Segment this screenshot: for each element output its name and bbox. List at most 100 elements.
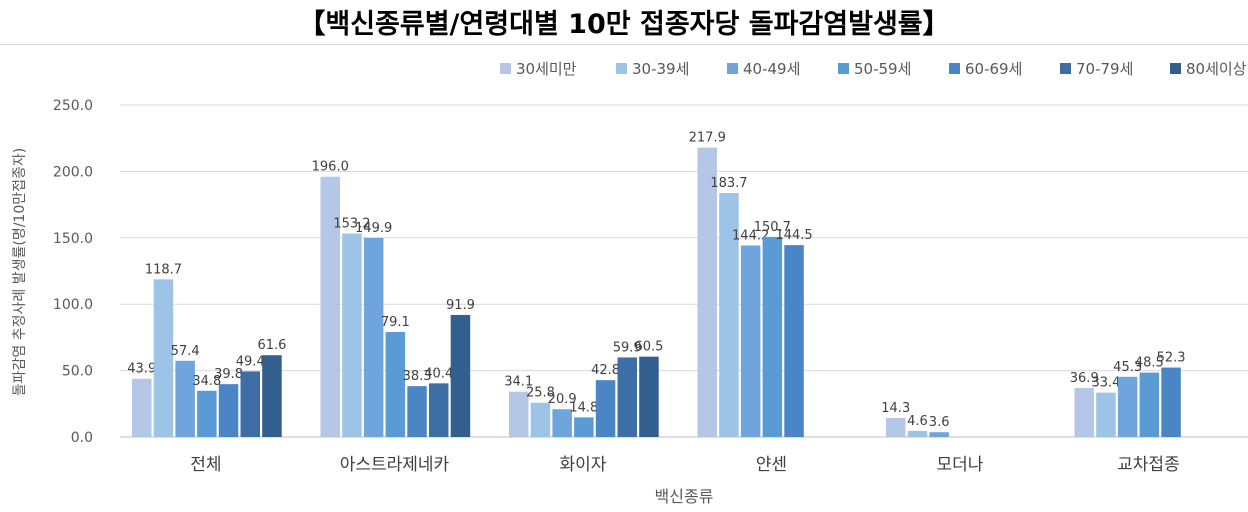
bar xyxy=(218,384,239,437)
legend-swatch xyxy=(616,63,627,74)
legend-label: 40-49세 xyxy=(743,60,800,78)
data-label: 38.3 xyxy=(403,369,432,384)
legend-label: 30-39세 xyxy=(632,60,689,78)
x-tick-label: 화이자 xyxy=(559,455,606,475)
bar xyxy=(197,390,217,437)
y-tick-label: 50.0 xyxy=(62,364,93,380)
bar xyxy=(574,417,594,437)
bar xyxy=(385,331,406,437)
bar xyxy=(639,356,659,437)
data-label: 149.9 xyxy=(355,221,392,236)
data-label: 25.8 xyxy=(526,386,555,401)
data-label: 57.4 xyxy=(171,344,200,359)
data-label: 79.1 xyxy=(381,315,410,330)
bar xyxy=(784,245,804,437)
x-axis-label: 백신종류 xyxy=(655,487,714,506)
x-tick-label: 교차접종 xyxy=(1117,455,1180,475)
data-label: 14.3 xyxy=(881,401,910,416)
legend-swatch xyxy=(949,63,960,74)
data-label: 183.7 xyxy=(710,176,747,191)
bar xyxy=(132,378,152,437)
y-tick-label: 150.0 xyxy=(53,231,93,247)
data-label: 52.3 xyxy=(1157,351,1186,366)
data-label: 144.5 xyxy=(775,228,812,243)
y-tick-label: 0.0 xyxy=(71,430,93,446)
legend-swatch xyxy=(1060,63,1071,74)
data-label: 4.6 xyxy=(907,414,928,429)
bar xyxy=(342,233,362,437)
legend-label: 70-79세 xyxy=(1076,60,1133,78)
data-label: 196.0 xyxy=(312,160,349,175)
bar xyxy=(740,245,761,437)
data-label: 34.1 xyxy=(504,375,533,390)
data-label: 118.7 xyxy=(145,262,182,277)
bar xyxy=(429,383,449,437)
data-label: 144.2 xyxy=(732,229,769,244)
bar xyxy=(407,386,427,437)
y-axis-label: 돌파감염 추정사례 발생률(명/10만접종자) xyxy=(12,148,28,396)
data-label: 42.8 xyxy=(591,363,620,378)
x-tick-label: 얀센 xyxy=(756,455,787,475)
chart-title: 【백신종류별/연령대별 10만 접종자당 돌파감염발생률】 xyxy=(298,9,950,40)
legend-swatch xyxy=(500,63,511,74)
bar xyxy=(762,236,783,437)
data-label: 48.5 xyxy=(1135,356,1164,371)
data-label: 45.3 xyxy=(1113,360,1142,375)
y-tick-label: 100.0 xyxy=(53,297,93,313)
bar xyxy=(153,279,174,437)
bar xyxy=(1074,387,1094,437)
data-label: 39.8 xyxy=(214,367,243,382)
legend-swatch xyxy=(727,63,738,74)
legend-label: 80세이상 xyxy=(1186,60,1247,78)
bar xyxy=(552,409,572,437)
bar xyxy=(320,176,340,437)
x-tick-label: 모더나 xyxy=(936,455,983,475)
data-label: 59.9 xyxy=(613,340,642,355)
data-label: 14.8 xyxy=(569,400,598,415)
bar xyxy=(719,193,739,437)
y-tick-label: 200.0 xyxy=(53,164,93,180)
bar xyxy=(929,432,949,437)
data-label: 217.9 xyxy=(689,131,726,146)
data-label: 40.4 xyxy=(424,366,453,381)
data-label: 153.2 xyxy=(333,217,370,232)
bar xyxy=(363,237,384,437)
bar xyxy=(697,147,717,438)
legend-swatch xyxy=(1170,63,1181,74)
data-label: 91.9 xyxy=(446,298,475,313)
data-label: 49.4 xyxy=(236,354,265,369)
bar xyxy=(530,402,551,437)
bar xyxy=(450,314,471,437)
data-label: 61.6 xyxy=(257,338,286,353)
bar xyxy=(262,355,282,437)
bar xyxy=(240,371,260,437)
data-label: 60.5 xyxy=(634,340,663,355)
legend-label: 30세미만 xyxy=(516,60,577,78)
data-label: 20.9 xyxy=(548,392,577,407)
title-divider xyxy=(0,44,1248,45)
bar xyxy=(595,380,616,437)
bar xyxy=(886,418,906,437)
data-label: 43.9 xyxy=(127,362,156,377)
x-tick-label: 전체 xyxy=(190,455,221,475)
bar xyxy=(175,360,195,437)
legend-label: 50-59세 xyxy=(854,60,911,78)
bar xyxy=(1096,392,1116,437)
legend-swatch xyxy=(838,63,849,74)
data-label: 36.9 xyxy=(1070,371,1099,386)
bar xyxy=(509,391,529,437)
bar xyxy=(1161,367,1181,437)
bar xyxy=(1117,376,1138,437)
x-tick-label: 아스트라제네카 xyxy=(340,455,450,475)
bar xyxy=(617,357,637,437)
bar xyxy=(1139,372,1160,437)
data-label: 150.7 xyxy=(754,220,791,235)
legend-label: 60-69세 xyxy=(965,60,1022,78)
bar xyxy=(907,430,928,437)
y-tick-label: 250.0 xyxy=(53,98,93,114)
data-label: 33.4 xyxy=(1091,376,1120,391)
data-label: 34.8 xyxy=(192,374,221,389)
data-label: 3.6 xyxy=(929,415,950,430)
